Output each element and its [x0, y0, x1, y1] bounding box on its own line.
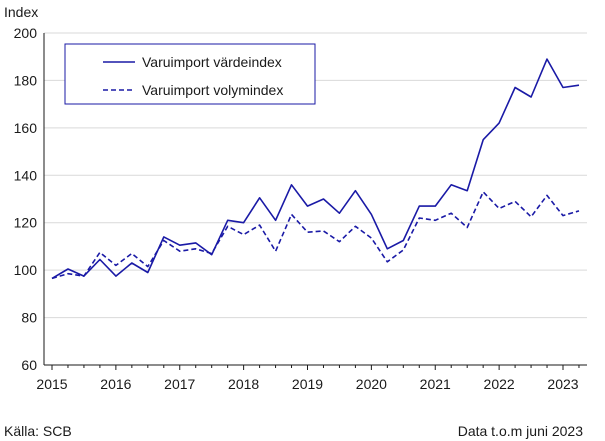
y-tick-label: 80 [21, 310, 37, 326]
legend-label-vardeindex: Varuimport värdeindex [142, 54, 282, 70]
x-tick-label: 2019 [292, 376, 323, 392]
y-tick-label: 100 [14, 262, 38, 278]
x-tick-label: 2016 [100, 376, 131, 392]
y-tick-labels: 60 80 100 120 140 160 180 200 [14, 25, 38, 373]
legend-label-volymindex: Varuimport volymindex [142, 82, 283, 98]
x-tick-label: 2020 [356, 376, 387, 392]
y-tick-label: 180 [14, 72, 38, 88]
legend: Varuimport värdeindex Varuimport volymin… [64, 43, 316, 105]
axes [43, 33, 587, 366]
x-tick-label: 2015 [36, 376, 67, 392]
series-line-volymindex [51, 191, 580, 280]
y-tick-label: 160 [14, 120, 38, 136]
series-line-vardeindex [51, 58, 580, 280]
legend-box [64, 43, 316, 105]
x-tick-label: 2021 [420, 376, 451, 392]
x-tick-label: 2022 [484, 376, 515, 392]
y-tick-label: 140 [14, 167, 38, 183]
series-lines [51, 58, 580, 280]
source-note: Källa: SCB [4, 423, 72, 439]
x-tick-labels: 2015 2016 2017 2018 2019 2020 2021 2022 2023 [36, 365, 580, 392]
y-tick-label: 200 [14, 25, 38, 41]
x-tick-label: 2018 [228, 376, 259, 392]
x-tick-label: 2023 [547, 376, 578, 392]
data-period-note: Data t.o.m juni 2023 [458, 423, 584, 439]
x-tick-label: 2017 [164, 376, 195, 392]
y-axis-label: Index [4, 4, 38, 20]
y-tick-label: 60 [21, 357, 37, 373]
y-tick-label: 120 [14, 215, 38, 231]
